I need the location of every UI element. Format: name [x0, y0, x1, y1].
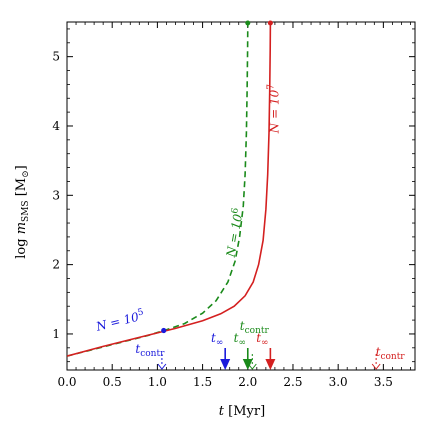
y-tick-label: 4: [52, 119, 60, 133]
x-tick-label: 3.0: [329, 375, 348, 389]
y-tick-label: 5: [52, 50, 60, 64]
y-tick-label: 2: [52, 258, 60, 272]
x-tick-label: 3.5: [374, 375, 393, 389]
marker-label: tcontr: [135, 342, 165, 359]
y-tick-label: 3: [52, 188, 60, 202]
y-tick-label: 1: [52, 327, 60, 341]
marker-arrowhead: [265, 359, 276, 370]
x-tick-label: 0.0: [57, 375, 76, 389]
series-end-point: [267, 20, 273, 26]
series-line: [67, 22, 249, 357]
series-point: [161, 327, 167, 334]
y-axis-label: log mSMS [M⊙]: [14, 165, 31, 258]
marker-label: t∞: [211, 331, 223, 348]
series-end-point: [245, 20, 251, 26]
x-tick-label: 2.0: [238, 375, 257, 389]
marker-arrowhead: [242, 359, 253, 370]
x-axis-label: t [Myr]: [219, 404, 265, 419]
marker-label: t∞: [256, 331, 268, 348]
marker-arrowhead: [220, 359, 231, 370]
x-tick-label: 1.5: [193, 375, 212, 389]
series-label: N = 105: [93, 307, 146, 334]
marker-label: tcontr: [240, 319, 270, 336]
marker-label: tcontr: [376, 345, 406, 362]
plot-frame: [66, 21, 416, 371]
marker-arrowhead: [371, 363, 381, 370]
marker-arrowhead: [157, 363, 167, 370]
marker-label: t∞: [234, 331, 246, 348]
marker-arrowhead: [247, 363, 257, 370]
series-line: [67, 22, 272, 357]
x-tick-label: 1.0: [148, 375, 167, 389]
series-label: N = 107: [267, 84, 282, 134]
plot-area: 0.0 0.5 1.0 1.5 2.0 2.5 3.0 3.5 1 2 3 4 5 N = 105 N = …: [52, 20, 416, 389]
x-tick-label: 0.5: [103, 375, 122, 389]
x-tick-label: 2.5: [283, 375, 302, 389]
